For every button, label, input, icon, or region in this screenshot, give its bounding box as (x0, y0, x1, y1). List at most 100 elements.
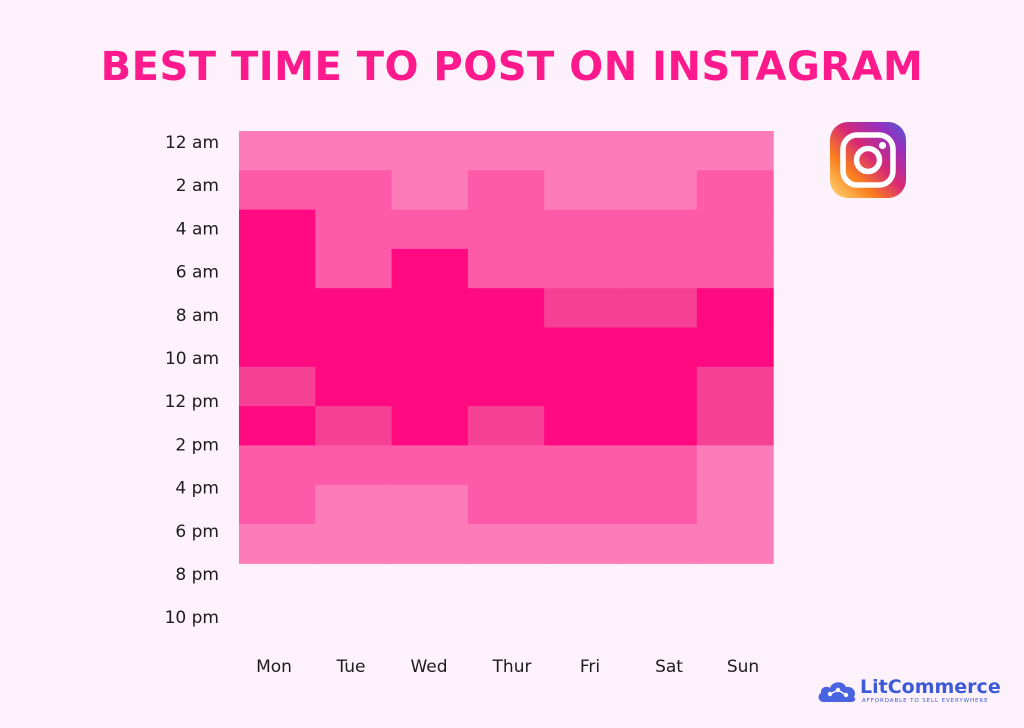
heatmap-cell (391, 484, 469, 525)
heatmap-cell (239, 484, 316, 525)
heatmap-cell (696, 248, 774, 289)
y-tick-label: 2 am (176, 176, 219, 196)
heatmap-cell (467, 170, 545, 211)
heatmap-cell (696, 484, 774, 525)
heatmap-cell (620, 248, 698, 289)
heatmap-cell (315, 327, 393, 368)
x-tick-label: Sat (655, 657, 683, 677)
heatmap-cell (391, 209, 469, 250)
y-tick-label: 4 am (176, 219, 219, 239)
heatmap-cell (620, 209, 698, 250)
heatmap-cell (620, 288, 698, 329)
heatmap-cell (544, 131, 622, 171)
heatmap-cell (544, 406, 622, 446)
heatmap-cell (391, 445, 469, 486)
y-tick-label: 10 pm (165, 608, 219, 628)
heatmap-cell (391, 327, 469, 368)
x-tick-label: Fri (580, 657, 600, 677)
heatmap-cell (544, 445, 622, 486)
heatmap-cell (239, 327, 316, 368)
heatmap-cell (544, 327, 622, 368)
litcommerce-brand: LitCommerce AFFORDABLE TO SELL EVERYWHER… (816, 674, 1006, 714)
y-tick-label: 8 pm (175, 565, 219, 585)
instagram-logo-icon (830, 122, 906, 198)
y-tick-label: 4 pm (175, 479, 219, 499)
heatmap-cell (315, 445, 393, 486)
heatmap-cell (620, 484, 698, 525)
heatmap-cell (467, 131, 545, 171)
heatmap-cell (315, 209, 393, 250)
heatmap-cell (315, 524, 393, 564)
heatmap-cells (239, 131, 774, 564)
x-axis-labels: Mon Tue Wed Thur Fri Sat Sun (256, 657, 759, 677)
heatmap-cell (696, 288, 774, 329)
heatmap-cell (467, 406, 545, 446)
x-tick-label: Thur (492, 657, 532, 677)
heatmap-cell (315, 288, 393, 329)
y-tick-label: 8 am (176, 306, 219, 326)
heatmap-cell (467, 288, 545, 329)
heatmap-cell (467, 366, 545, 407)
heatmap-cell (544, 288, 622, 329)
y-tick-label: 12 am (165, 133, 219, 153)
heatmap-cell (620, 445, 698, 486)
heatmap-cell (620, 406, 698, 446)
heatmap-cell (391, 288, 469, 329)
heatmap-cell (391, 366, 469, 407)
heatmap-cell (239, 366, 316, 407)
chart-title: BEST TIME TO POST ON INSTAGRAM (100, 44, 924, 90)
heatmap-cell (467, 327, 545, 368)
x-tick-label: Sun (727, 657, 759, 677)
heatmap-cell (315, 484, 393, 525)
y-tick-label: 6 am (176, 263, 219, 283)
heatmap-cell (315, 131, 393, 171)
heatmap-cell (544, 484, 622, 525)
heatmap-cell (239, 170, 316, 211)
heatmap-cell (239, 131, 316, 171)
y-axis-labels: 12 am 2 am 4 am 6 am 8 am 10 am 12 pm 2 pm 4 pm 6… (165, 133, 219, 628)
heatmap-cell (620, 170, 698, 211)
heatmap-cell (544, 524, 622, 564)
heatmap-cell (544, 248, 622, 289)
brand-tagline: AFFORDABLE TO SELL EVERYWHERE (862, 698, 989, 704)
heatmap-cell (544, 366, 622, 407)
heatmap-cell (696, 327, 774, 368)
heatmap-cell (620, 327, 698, 368)
litcommerce-cloud-icon (818, 682, 856, 702)
heatmap-cell (239, 524, 316, 564)
heatmap-cell (696, 366, 774, 407)
heatmap-cell (239, 209, 316, 250)
heatmap-cell (696, 209, 774, 250)
heatmap-cell (696, 131, 774, 171)
heatmap-cell (696, 445, 774, 486)
x-tick-label: Tue (335, 657, 365, 677)
heatmap-cell (239, 406, 316, 446)
heatmap-cell (391, 170, 469, 211)
heatmap-cell (239, 445, 316, 486)
heatmap-cell (467, 484, 545, 525)
heatmap-cell (620, 366, 698, 407)
heatmap-cell (467, 248, 545, 289)
heatmap-cell (315, 366, 393, 407)
heatmap-cell (391, 406, 469, 446)
heatmap-cell (696, 170, 774, 211)
y-tick-label: 2 pm (175, 435, 219, 455)
heatmap-cell (467, 445, 545, 486)
x-tick-label: Wed (410, 657, 447, 677)
heatmap-cell (696, 524, 774, 564)
heatmap-cell (315, 248, 393, 289)
heatmap-cell (239, 248, 316, 289)
heatmap-cell (391, 248, 469, 289)
y-tick-label: 10 am (165, 349, 219, 369)
heatmap-cell (315, 406, 393, 446)
y-tick-label: 12 pm (165, 392, 219, 412)
heatmap-cell (620, 131, 698, 171)
heatmap-cell (315, 170, 393, 211)
heatmap-cell (620, 524, 698, 564)
heatmap-cell (544, 209, 622, 250)
heatmap-cell (467, 209, 545, 250)
heatmap-cell (467, 524, 545, 564)
x-tick-label: Mon (256, 657, 292, 677)
heatmap-cell (544, 170, 622, 211)
